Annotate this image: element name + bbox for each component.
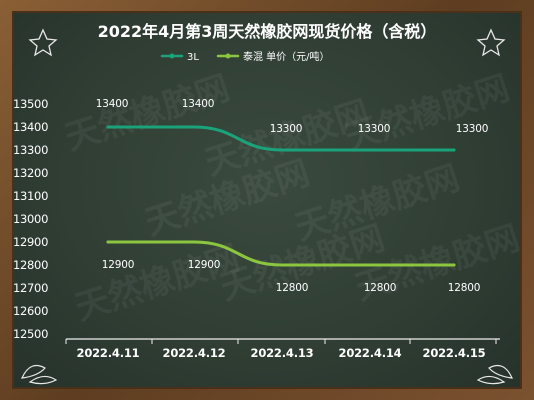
data-point xyxy=(106,125,110,129)
data-point xyxy=(368,148,372,152)
data-label-layer: 13400 13400 13300 13300 13300 12900 12900 12800… xyxy=(96,98,489,294)
data-point xyxy=(452,263,456,267)
legend-marker xyxy=(225,53,231,59)
data-label: 12900 xyxy=(188,259,220,271)
series-layer xyxy=(106,125,456,267)
y-tick-label: 13000 xyxy=(13,212,48,226)
x-axis: 2022.4.11 2022.4.12 2022.4.13 2022.4.14 2022… xyxy=(65,338,500,360)
star-decoration-top-left xyxy=(28,28,58,57)
y-axis: 13500 13400 13300 13200 13100 13000 12900 12800… xyxy=(13,97,48,341)
y-tick-label: 13400 xyxy=(13,120,48,134)
data-point xyxy=(452,148,456,152)
y-tick-label: 12900 xyxy=(13,235,48,249)
data-point xyxy=(368,263,372,267)
data-label: 12800 xyxy=(448,282,480,294)
data-label: 12800 xyxy=(276,282,308,294)
legend-label: 3L xyxy=(187,52,199,63)
y-tick-label: 13200 xyxy=(13,166,48,180)
data-label: 13400 xyxy=(96,98,128,110)
leaf-decoration-bottom-left xyxy=(21,365,58,385)
y-tick-label: 12800 xyxy=(13,258,48,272)
leaf-decoration-bottom-right xyxy=(476,365,513,385)
data-point xyxy=(280,148,284,152)
y-tick-label: 13100 xyxy=(13,189,48,203)
watermark-text: 天然橡胶网 xyxy=(340,68,514,159)
legend-marker xyxy=(169,53,175,59)
y-tick-label: 12700 xyxy=(13,281,48,295)
star-decoration-top-right xyxy=(476,28,506,57)
legend-label: 泰混 单价（元/吨） xyxy=(243,50,330,63)
data-point xyxy=(192,125,196,129)
data-point xyxy=(280,263,284,267)
chart-title: 2022年4月第3周天然橡胶网现货价格（含税） xyxy=(98,22,437,41)
legend: 3L 泰混 单价（元/吨） xyxy=(160,50,330,63)
x-tick-label: 2022.4.11 xyxy=(77,346,140,360)
y-tick-label: 12600 xyxy=(13,304,48,318)
data-label: 12800 xyxy=(364,282,396,294)
x-tick-label: 2022.4.13 xyxy=(251,346,314,360)
data-point xyxy=(192,240,196,244)
watermark-text: 天然橡胶网 xyxy=(70,238,244,329)
x-tick-label: 2022.4.15 xyxy=(423,346,486,360)
data-label: 12900 xyxy=(102,259,134,271)
y-tick-label: 13300 xyxy=(13,143,48,157)
data-label: 13300 xyxy=(456,123,488,135)
data-point xyxy=(106,240,110,244)
x-tick-label: 2022.4.14 xyxy=(339,346,402,360)
data-label: 13400 xyxy=(182,98,214,110)
data-label: 13300 xyxy=(358,123,390,135)
x-tick-label: 2022.4.12 xyxy=(163,346,226,360)
chalkboard xyxy=(12,11,522,389)
data-label: 13300 xyxy=(270,123,302,135)
y-tick-label: 13500 xyxy=(13,97,48,111)
y-tick-label: 12500 xyxy=(13,327,48,341)
